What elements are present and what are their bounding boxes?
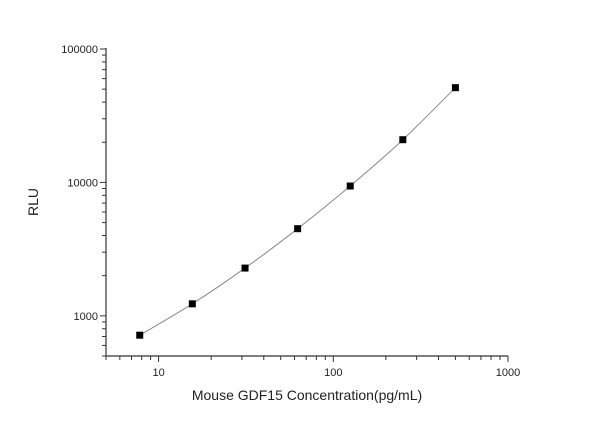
data-point <box>188 300 196 308</box>
x-tick-label: 100 <box>324 367 342 379</box>
axes <box>105 48 508 357</box>
data-point <box>399 136 407 144</box>
y-tick-label: 1000 <box>74 311 98 323</box>
x-tick-label: 10 <box>152 367 164 379</box>
data-point <box>346 182 354 190</box>
fit-curve <box>139 87 456 336</box>
y-axis-label: RLU <box>25 188 41 216</box>
x-tick-label: 1000 <box>496 367 520 379</box>
y-tick-label: 100000 <box>61 44 98 56</box>
x-axis-label: Mouse GDF15 Concentration(pg/mL) <box>192 387 422 403</box>
data-point <box>294 225 302 233</box>
data-point <box>451 84 459 92</box>
data-point <box>241 264 249 272</box>
data-point <box>136 331 144 339</box>
y-tick-label: 10000 <box>67 177 98 189</box>
data-points <box>136 84 459 339</box>
ticks: 10 100 1000 1000 10000 100000 <box>61 44 520 379</box>
